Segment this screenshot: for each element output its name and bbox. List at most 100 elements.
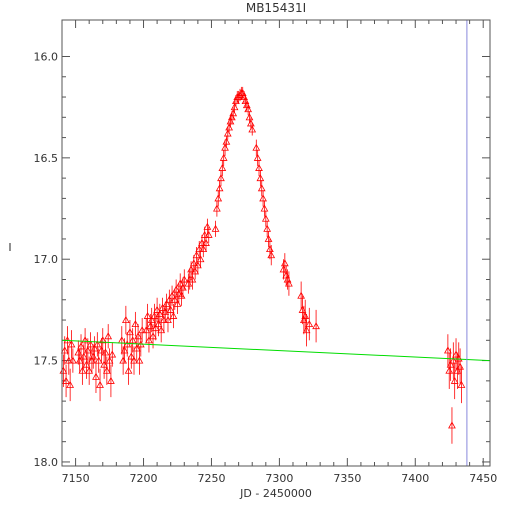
triangle-marker (85, 366, 94, 374)
data-point (456, 348, 464, 385)
x-tick-label: 7300 (265, 472, 293, 485)
data-point (244, 103, 253, 116)
triangle-marker (138, 326, 147, 334)
triangle-marker (448, 421, 456, 429)
triangle-marker (124, 366, 133, 374)
data-point (195, 240, 204, 258)
data-point (86, 332, 95, 357)
data-point (168, 285, 176, 306)
data-point (177, 285, 186, 306)
triangle-marker (68, 356, 77, 364)
triangle-marker (79, 352, 88, 360)
data-point (187, 261, 195, 278)
triangle-marker (456, 362, 464, 370)
data-point (222, 135, 231, 148)
data-point (82, 350, 91, 379)
data-point (120, 338, 129, 363)
data-point (131, 311, 140, 337)
triangle-marker (131, 320, 140, 328)
triangle-marker (280, 259, 289, 267)
x-tick-label: 7350 (333, 472, 361, 485)
data-point (267, 245, 276, 266)
data-point (263, 220, 272, 237)
data-point (108, 342, 117, 367)
data-point (117, 326, 126, 355)
data-point (302, 313, 311, 347)
data-point (266, 238, 274, 260)
chart-title: MB15431I (246, 1, 306, 15)
data-point (166, 299, 175, 321)
triangle-marker (446, 360, 455, 368)
triangle-marker (64, 356, 73, 364)
triangle-marker (213, 204, 221, 212)
y-tick-label: 16.0 (34, 50, 59, 63)
triangle-marker (162, 299, 171, 307)
triangle-marker (457, 380, 466, 388)
x-axis-label: JD - 2450000 (239, 487, 312, 500)
axis-ticks: 7150 7200 7250 7300 7350 7400 7450 16.0 16.5 17.0… (34, 20, 497, 485)
triangle-marker (204, 230, 213, 238)
data-points (59, 86, 466, 444)
data-point (66, 368, 75, 402)
triangle-marker (62, 376, 70, 384)
data-point (85, 356, 94, 385)
data-point (135, 346, 144, 375)
data-point (214, 190, 223, 207)
triangle-marker (150, 311, 159, 319)
data-point (218, 159, 227, 177)
triangle-marker (145, 336, 153, 344)
data-point (180, 269, 189, 290)
data-point (90, 336, 99, 361)
triangle-marker (108, 350, 117, 358)
data-point (260, 200, 269, 217)
triangle-marker (135, 356, 144, 364)
triangle-marker (259, 194, 267, 202)
triangle-marker (123, 340, 132, 348)
triangle-marker (121, 316, 130, 323)
triangle-marker (191, 267, 200, 275)
data-point (81, 328, 89, 353)
y-axis-label: I (8, 241, 11, 254)
data-point (67, 330, 76, 359)
data-point (93, 332, 102, 357)
triangle-marker (443, 346, 452, 354)
triangle-marker (105, 356, 114, 364)
data-point (192, 247, 201, 264)
x-tick-label: 7450 (469, 472, 497, 485)
triangle-marker (60, 346, 69, 354)
data-point (165, 289, 174, 310)
triangle-marker (77, 342, 85, 350)
triangle-marker (245, 113, 254, 121)
x-tick-label: 7150 (62, 472, 90, 485)
triangle-marker (166, 305, 175, 313)
y-tick-label: 16.5 (34, 152, 59, 165)
data-point (184, 273, 193, 294)
data-point (127, 344, 136, 369)
data-point (169, 303, 178, 329)
triangle-marker (168, 291, 176, 299)
triangle-marker (449, 356, 458, 364)
data-point (83, 338, 92, 363)
triangle-marker (120, 346, 129, 354)
data-point (193, 257, 202, 274)
baseline-line (61, 339, 491, 362)
data-point (134, 324, 142, 349)
data-point (176, 273, 185, 294)
triangle-marker (94, 356, 103, 364)
triangle-marker (142, 326, 151, 334)
triangle-marker (63, 336, 72, 344)
data-point (124, 356, 133, 385)
data-point (215, 180, 224, 197)
triangle-marker (193, 261, 202, 269)
triangle-marker (302, 326, 311, 334)
data-point (60, 336, 69, 365)
triangle-marker (305, 320, 314, 328)
triangle-marker (215, 184, 224, 192)
data-point (143, 303, 152, 329)
triangle-marker (203, 222, 212, 230)
triangle-marker (246, 119, 255, 127)
triangle-marker (101, 348, 110, 356)
data-point (299, 305, 308, 335)
data-point (261, 210, 270, 227)
